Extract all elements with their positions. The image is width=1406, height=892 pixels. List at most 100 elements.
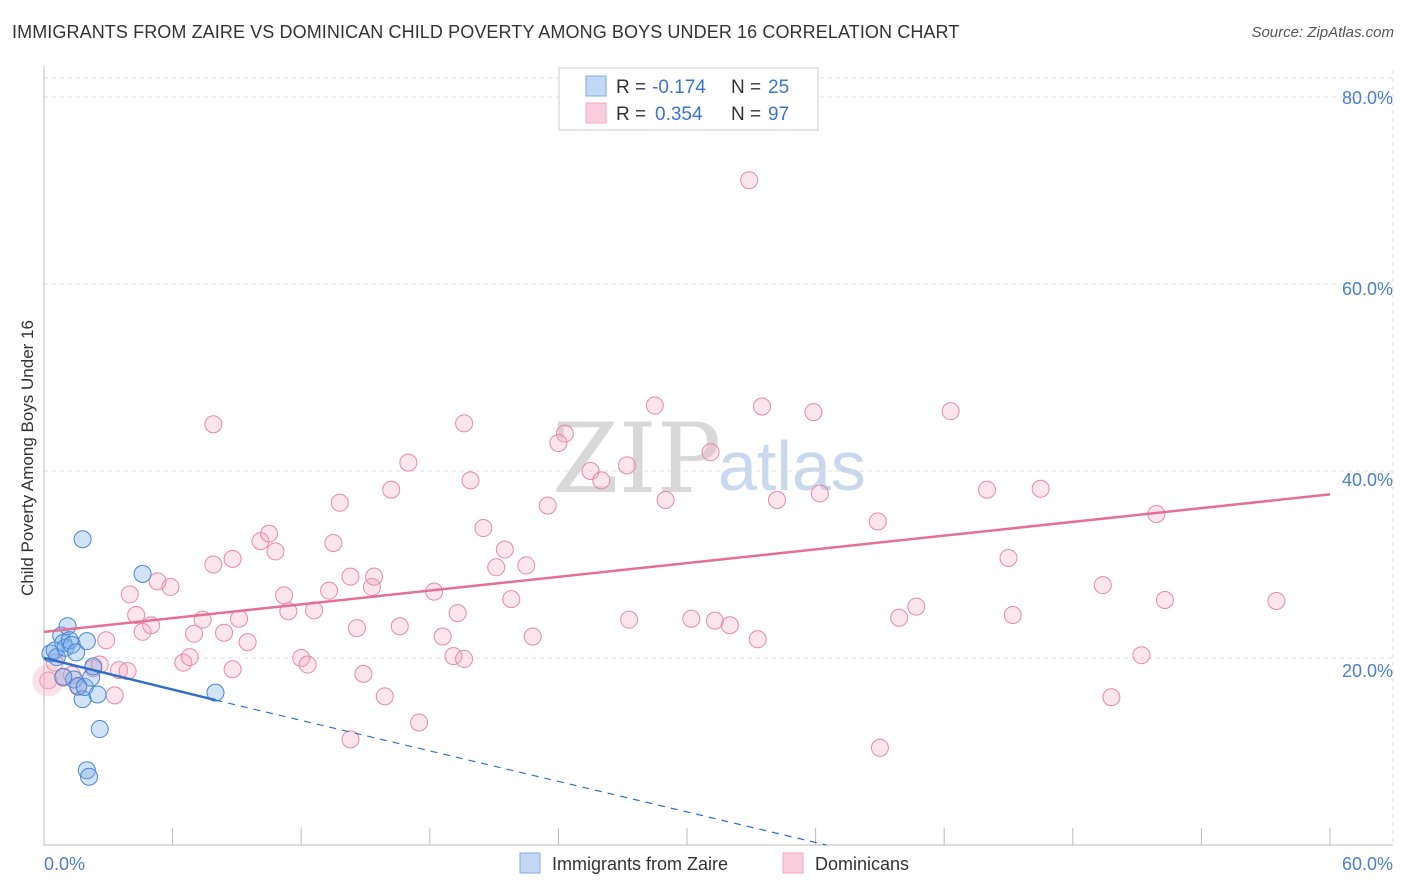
zaire-point (133, 564, 152, 583)
dominicans-point (502, 590, 521, 609)
dominicans-point (365, 567, 384, 586)
dominicans-point (549, 433, 568, 452)
dominicans-point (455, 414, 474, 433)
dominicans-point (1155, 591, 1174, 610)
dominicans-point (682, 609, 701, 628)
legend-n-label-1: N = (731, 77, 761, 98)
series-legend-swatch-dominicans (782, 852, 804, 874)
dominicans-point (238, 633, 257, 652)
dominicans-point (1093, 576, 1112, 595)
legend-n-value-2: 97 (768, 104, 789, 125)
dominicans-point (444, 647, 463, 666)
dominicans-point (740, 171, 759, 190)
dominicans-point (1267, 591, 1286, 610)
dominicans-point (701, 443, 720, 462)
legend-swatch-blue (585, 75, 607, 97)
dominicans-point (161, 577, 180, 596)
dominicans-point (1132, 646, 1151, 665)
source-credit: Source: ZipAtlas.com (1251, 24, 1394, 41)
x-tick-label-0: 0.0% (44, 854, 85, 874)
legend-n-label-2: N = (731, 104, 761, 125)
dominicans-point (890, 608, 909, 627)
series-legend-label-zaire: Immigrants from Zaire (552, 854, 728, 874)
dominicans-point (870, 738, 889, 757)
dominicans-point (495, 540, 514, 559)
y-tick-label-80: 80.0% (1342, 88, 1393, 108)
y-axis-label: Child Poverty Among Boys Under 16 (18, 320, 37, 596)
dominicans-point (120, 585, 139, 604)
dominicans-point (487, 558, 506, 577)
y-tick-label-60: 60.0% (1342, 279, 1393, 299)
zaire-trend-line (43, 656, 216, 702)
dominicans-point (320, 581, 339, 600)
legend-r-label-1: R = (616, 77, 646, 98)
dominicans-point (720, 616, 739, 635)
dominicans-point (180, 648, 199, 667)
dominicans-point (523, 627, 542, 646)
chart-title: IMMIGRANTS FROM ZAIRE VS DOMINICAN CHILD… (12, 22, 960, 42)
dominicans-point (375, 687, 394, 706)
dominicans-point (90, 655, 109, 674)
dominicans-point (347, 619, 366, 638)
dominicans-point (768, 490, 787, 509)
dominicans-point (1031, 479, 1050, 498)
dominicans-point (341, 730, 360, 749)
dominicans-point (617, 456, 636, 475)
dominicans-point (978, 480, 997, 499)
dominicans-point (204, 415, 223, 434)
dominicans-point (204, 555, 223, 574)
dominicans-point (705, 611, 724, 630)
stats-legend: R = -0.174 N = 25 R = 0.354 N = 97 (558, 67, 819, 131)
zaire-point (73, 530, 92, 549)
dominicans-point (555, 424, 574, 443)
zaire-point (77, 761, 96, 780)
dominicans-point (127, 605, 146, 624)
y-tick-label-40: 40.0% (1342, 470, 1393, 490)
dominicans-point (804, 403, 823, 422)
dominicans-points (32, 171, 1286, 757)
y-tick-label-20: 20.0% (1342, 661, 1393, 681)
dominicans-point (941, 402, 960, 421)
zaire-point (77, 632, 96, 651)
dominicans-point (185, 624, 204, 643)
dominicans-point (330, 493, 349, 512)
dominicans-point (592, 471, 611, 490)
dominicans-point (399, 453, 418, 472)
dominicans-point (324, 533, 343, 552)
axes (43, 66, 1393, 846)
dominicans-point (433, 627, 452, 646)
zaire-point (54, 667, 73, 686)
dominicans-trend-line (43, 493, 1331, 634)
dominicans-point (105, 686, 124, 705)
dominicans-point (620, 610, 639, 629)
dominicans-point (382, 480, 401, 499)
dominicans-point (868, 512, 887, 531)
dominicans-point (260, 524, 279, 543)
dominicans-point (753, 397, 772, 416)
series-legend-swatch-zaire (519, 852, 541, 874)
dominicans-point (1102, 688, 1121, 707)
watermark-atlas: atlas (718, 427, 866, 505)
dominicans-point (223, 660, 242, 679)
dominicans-point (517, 556, 536, 575)
dominicans-point (645, 396, 664, 415)
dominicans-point (215, 623, 234, 642)
zaire-point (206, 683, 225, 702)
dominicans-point (1003, 605, 1022, 624)
legend-swatch-pink (585, 102, 607, 124)
zaire-point (88, 685, 107, 704)
dominicans-point (448, 604, 467, 623)
legend-n-value-1: 25 (768, 77, 789, 98)
dominicans-point (223, 549, 242, 568)
dominicans-point (474, 519, 493, 538)
zaire-point (80, 767, 99, 786)
legend-r-value-2: 0.354 (655, 104, 703, 125)
zaire-point (90, 720, 109, 739)
dominicans-point (748, 630, 767, 649)
dominicans-point (275, 586, 294, 605)
dominicans-point (292, 649, 311, 667)
dominicans-point (455, 649, 474, 668)
trend-lines (43, 493, 1331, 846)
dominicans-point (656, 490, 675, 509)
